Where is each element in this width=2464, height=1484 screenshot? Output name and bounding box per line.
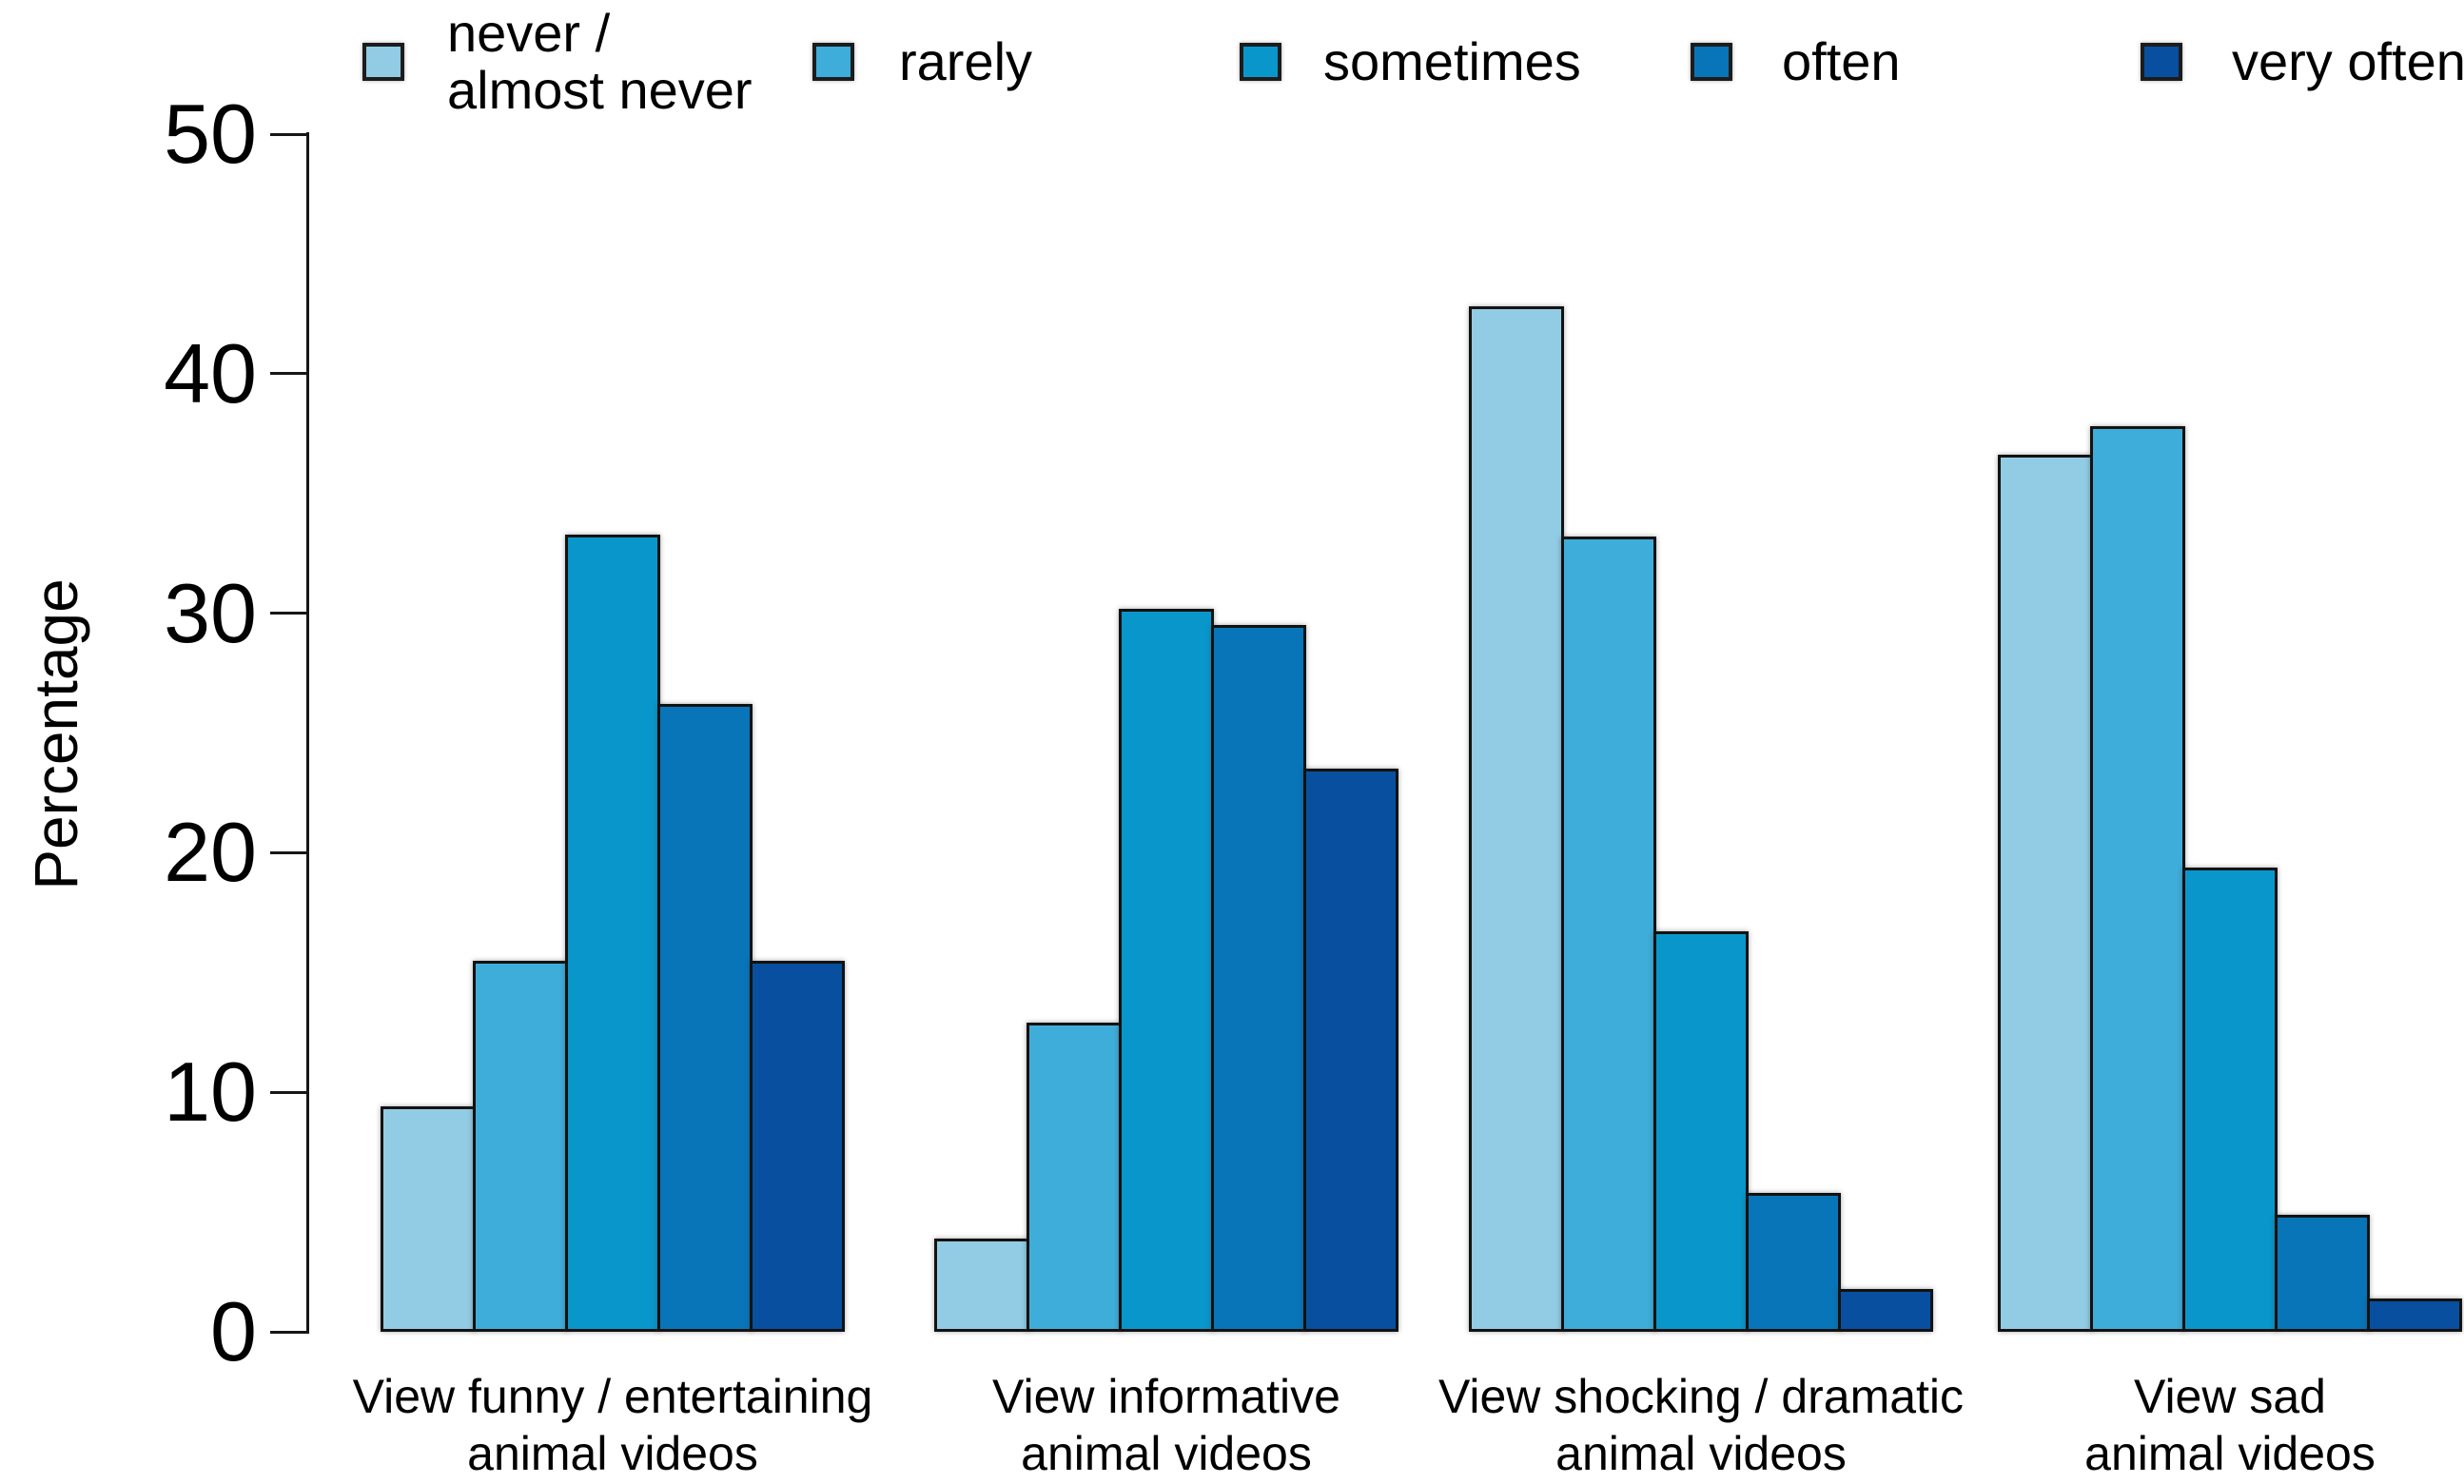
bar-group1-rarely	[473, 960, 568, 1332]
legend-label-1: never / almost never	[447, 5, 753, 119]
bar-group3-sometimes	[1653, 931, 1749, 1332]
y-axis-tick	[270, 850, 306, 854]
legend-swatch-4	[1691, 43, 1732, 81]
legend-label-4: often	[1782, 33, 1901, 90]
bar-group4-often	[2275, 1214, 2370, 1332]
bar-group2-sometimes	[1119, 608, 1214, 1332]
y-tick-label: 10	[164, 1045, 257, 1140]
y-tick-label: 50	[164, 87, 257, 181]
y-tick-label: 30	[164, 565, 257, 660]
legend-swatch-2	[812, 43, 854, 81]
bar-group1-sometimes	[565, 534, 660, 1332]
x-category-label-line: animal videos	[2084, 1427, 2376, 1480]
bar-group3-very-often	[1838, 1288, 1933, 1332]
bar-group4-never-almost-never	[1998, 455, 2093, 1332]
y-axis-tick	[270, 612, 306, 615]
x-category-label-2: View informative animal videos	[805, 1368, 1528, 1482]
x-category-label-line: View funny / entertaining	[352, 1370, 873, 1423]
y-axis-tick	[270, 372, 306, 376]
bar-group1-often	[657, 704, 753, 1332]
y-tick-label: 20	[164, 805, 257, 900]
legend-label-line: often	[1782, 31, 1901, 91]
bar-group1-never-almost-never	[381, 1106, 476, 1332]
bar-group4-rarely	[2090, 426, 2185, 1332]
legend-label-line: very often	[2232, 31, 2464, 91]
legend-swatch-3	[1240, 43, 1281, 81]
bar-group3-often	[1746, 1192, 1841, 1332]
y-axis-tick	[270, 132, 306, 136]
bar-group3-never-almost-never	[1469, 306, 1564, 1332]
legend-label-line: sometimes	[1323, 31, 1581, 91]
y-axis-title: Percentage	[22, 578, 90, 890]
bar-group2-rarely	[1027, 1023, 1122, 1332]
legend-label-2: rarely	[899, 33, 1032, 90]
bar-group1-very-often	[750, 960, 845, 1332]
bar-group4-very-often	[2367, 1298, 2462, 1332]
bar-group4-sometimes	[2182, 867, 2278, 1332]
x-category-label-line: View sad	[2134, 1370, 2326, 1423]
x-category-label-4: View sad animal videos	[1868, 1368, 2464, 1482]
y-axis-tick	[270, 1330, 306, 1334]
x-category-label-line: animal videos	[1555, 1427, 1847, 1480]
legend-label-line: almost never	[447, 60, 753, 120]
legend-label-line: rarely	[899, 31, 1033, 91]
y-tick-label: 0	[210, 1284, 257, 1378]
bar-group2-very-often	[1303, 769, 1398, 1332]
legend-label-5: very often	[2232, 33, 2464, 90]
x-category-label-line: View informative	[992, 1370, 1340, 1423]
x-category-label-1: View funny / entertaining animal videos	[251, 1368, 974, 1482]
bar-group3-rarely	[1561, 537, 1656, 1332]
bar-group2-often	[1211, 625, 1306, 1332]
y-tick-label: 40	[164, 325, 257, 420]
x-category-label-line: animal videos	[467, 1427, 758, 1480]
x-category-label-3: View shocking / dramatic animal videos	[1340, 1368, 2063, 1482]
legend-label-line: never /	[447, 3, 611, 63]
x-category-label-line: View shocking / dramatic	[1437, 1370, 1965, 1423]
y-axis-line	[306, 132, 309, 1334]
y-axis-tick	[270, 1090, 306, 1094]
legend-swatch-5	[2141, 43, 2182, 81]
legend-label-3: sometimes	[1323, 33, 1581, 90]
legend-swatch-1	[362, 43, 404, 81]
x-category-label-line: animal videos	[1021, 1427, 1312, 1480]
bar-group2-never-almost-never	[934, 1238, 1029, 1332]
